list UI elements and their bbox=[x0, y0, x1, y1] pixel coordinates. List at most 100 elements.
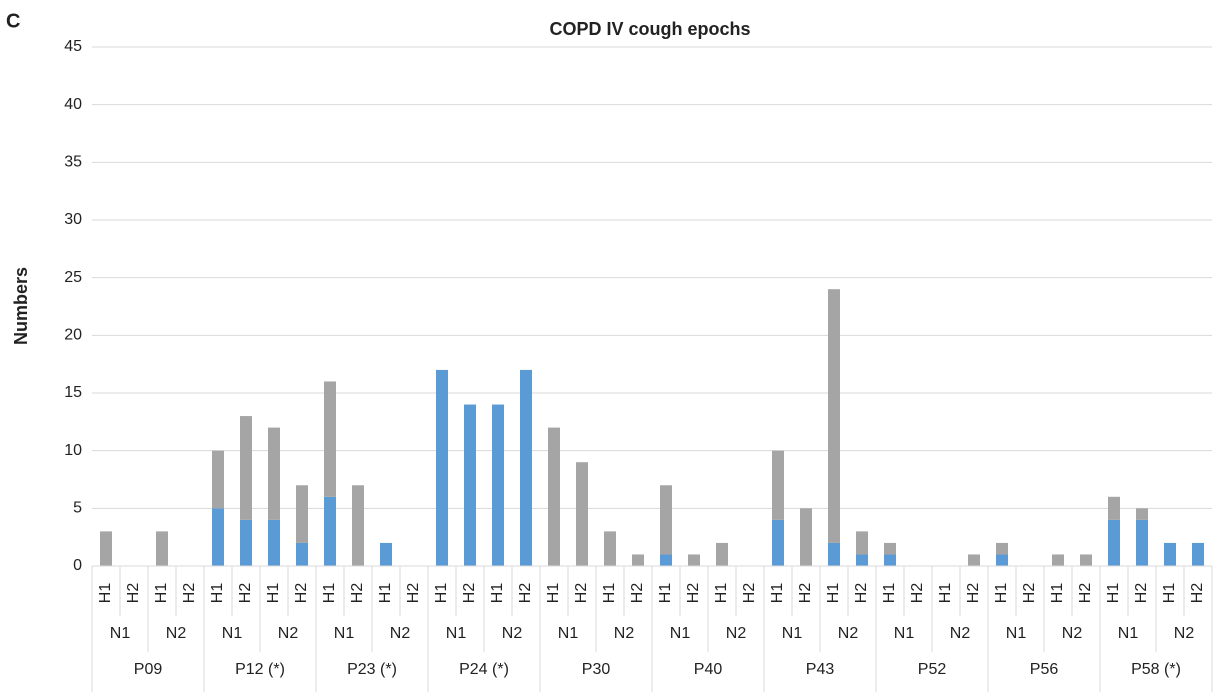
subgroup-label: N1 bbox=[446, 625, 467, 642]
x-tick-label: H2 bbox=[1077, 583, 1094, 604]
x-tick-label: H2 bbox=[181, 583, 198, 604]
bar-segment bbox=[660, 554, 672, 566]
subgroup-label: N2 bbox=[726, 625, 747, 642]
bar-segment bbox=[1164, 542, 1176, 566]
group-label: P56 bbox=[1030, 661, 1059, 678]
x-tick-label: H2 bbox=[629, 583, 646, 604]
x-tick-label: H2 bbox=[1189, 583, 1206, 604]
group-label: P40 bbox=[694, 661, 723, 678]
bar-segment bbox=[436, 369, 448, 566]
x-tick-label: H1 bbox=[937, 583, 954, 604]
y-tick-label: 15 bbox=[64, 384, 82, 401]
x-tick-label: H1 bbox=[1105, 583, 1122, 604]
bar-segment bbox=[688, 554, 700, 566]
subgroup-label: N2 bbox=[278, 625, 299, 642]
x-tick-label: H1 bbox=[153, 583, 170, 604]
x-tick-label: H1 bbox=[881, 583, 898, 604]
subgroup-label: N2 bbox=[1062, 625, 1083, 642]
subgroup-label: N2 bbox=[1174, 625, 1195, 642]
x-tick-label: H1 bbox=[265, 583, 282, 604]
y-tick-label: 35 bbox=[64, 154, 82, 171]
bar-segment bbox=[100, 531, 112, 566]
x-tick-label: H2 bbox=[405, 583, 422, 604]
x-tick-label: H1 bbox=[489, 583, 506, 604]
x-tick-label: H2 bbox=[1133, 583, 1150, 604]
subgroup-label: N2 bbox=[166, 625, 187, 642]
bar-segment bbox=[268, 427, 280, 520]
bar-segment bbox=[1136, 519, 1148, 566]
bar-segment bbox=[856, 554, 868, 566]
x-tick-label: H1 bbox=[657, 583, 674, 604]
subgroup-label: N1 bbox=[334, 625, 355, 642]
x-tick-label: H2 bbox=[293, 583, 310, 604]
x-tick-label: H2 bbox=[741, 583, 758, 604]
x-tick-label: H1 bbox=[1161, 583, 1178, 604]
bar-segment bbox=[324, 496, 336, 566]
x-tick-label: H2 bbox=[1021, 583, 1038, 604]
bar-segment bbox=[884, 542, 896, 555]
bar-segment bbox=[856, 531, 868, 555]
x-tick-label: H1 bbox=[1049, 583, 1066, 604]
subgroup-label: N1 bbox=[222, 625, 243, 642]
y-tick-label: 30 bbox=[64, 211, 82, 228]
bar-segment bbox=[660, 485, 672, 555]
x-tick-label: H2 bbox=[517, 583, 534, 604]
x-tick-label: H1 bbox=[433, 583, 450, 604]
group-label: P52 bbox=[918, 661, 947, 678]
x-tick-label: H2 bbox=[965, 583, 982, 604]
y-tick-label: 5 bbox=[73, 500, 82, 517]
bar-segment bbox=[1108, 519, 1120, 566]
x-tick-label: H1 bbox=[993, 583, 1010, 604]
y-tick-label: 20 bbox=[64, 327, 82, 344]
bar-segment bbox=[996, 554, 1008, 566]
x-tick-label: H1 bbox=[321, 583, 338, 604]
x-tick-label: H1 bbox=[769, 583, 786, 604]
group-label: P09 bbox=[134, 661, 163, 678]
y-tick-label: 25 bbox=[64, 269, 82, 286]
bar-segment bbox=[464, 404, 476, 566]
bar-segment bbox=[800, 508, 812, 566]
subgroup-label: N2 bbox=[502, 625, 523, 642]
subgroup-label: N1 bbox=[1006, 625, 1027, 642]
x-tick-label: H2 bbox=[685, 583, 702, 604]
subgroup-label: N1 bbox=[1118, 625, 1139, 642]
group-label: P23 (*) bbox=[347, 661, 397, 678]
bar-segment bbox=[632, 554, 644, 566]
y-tick-label: 0 bbox=[73, 557, 82, 574]
bar-segment bbox=[380, 542, 392, 566]
group-label: P58 (*) bbox=[1131, 661, 1181, 678]
x-tick-label: H2 bbox=[237, 583, 254, 604]
bar-segment bbox=[520, 369, 532, 566]
bar-segment bbox=[324, 381, 336, 497]
subgroup-label: N2 bbox=[614, 625, 635, 642]
x-tick-label: H2 bbox=[461, 583, 478, 604]
bar-segment bbox=[212, 450, 224, 509]
x-tick-label: H1 bbox=[209, 583, 226, 604]
group-label: P24 (*) bbox=[459, 661, 509, 678]
x-tick-label: H1 bbox=[377, 583, 394, 604]
subgroup-label: N1 bbox=[894, 625, 915, 642]
subgroup-label: N2 bbox=[838, 625, 859, 642]
group-label: P43 bbox=[806, 661, 835, 678]
bar-segment bbox=[240, 519, 252, 566]
y-tick-label: 10 bbox=[64, 442, 82, 459]
x-tick-label: H2 bbox=[349, 583, 366, 604]
bar-segment bbox=[996, 542, 1008, 555]
bar-segment bbox=[1080, 554, 1092, 566]
x-tick-label: H1 bbox=[545, 583, 562, 604]
x-tick-label: H1 bbox=[713, 583, 730, 604]
x-tick-label: H2 bbox=[909, 583, 926, 604]
subgroup-label: N1 bbox=[670, 625, 691, 642]
bar-segment bbox=[352, 485, 364, 566]
subgroup-label: N1 bbox=[110, 625, 131, 642]
bar-segment bbox=[968, 554, 980, 566]
group-label: P30 bbox=[582, 661, 611, 678]
bar-segment bbox=[1108, 496, 1120, 520]
bar-segment bbox=[828, 289, 840, 543]
bar-segment bbox=[772, 519, 784, 566]
bar-segment bbox=[268, 519, 280, 566]
x-tick-label: H2 bbox=[125, 583, 142, 604]
x-tick-label: H2 bbox=[573, 583, 590, 604]
subgroup-label: N1 bbox=[782, 625, 803, 642]
